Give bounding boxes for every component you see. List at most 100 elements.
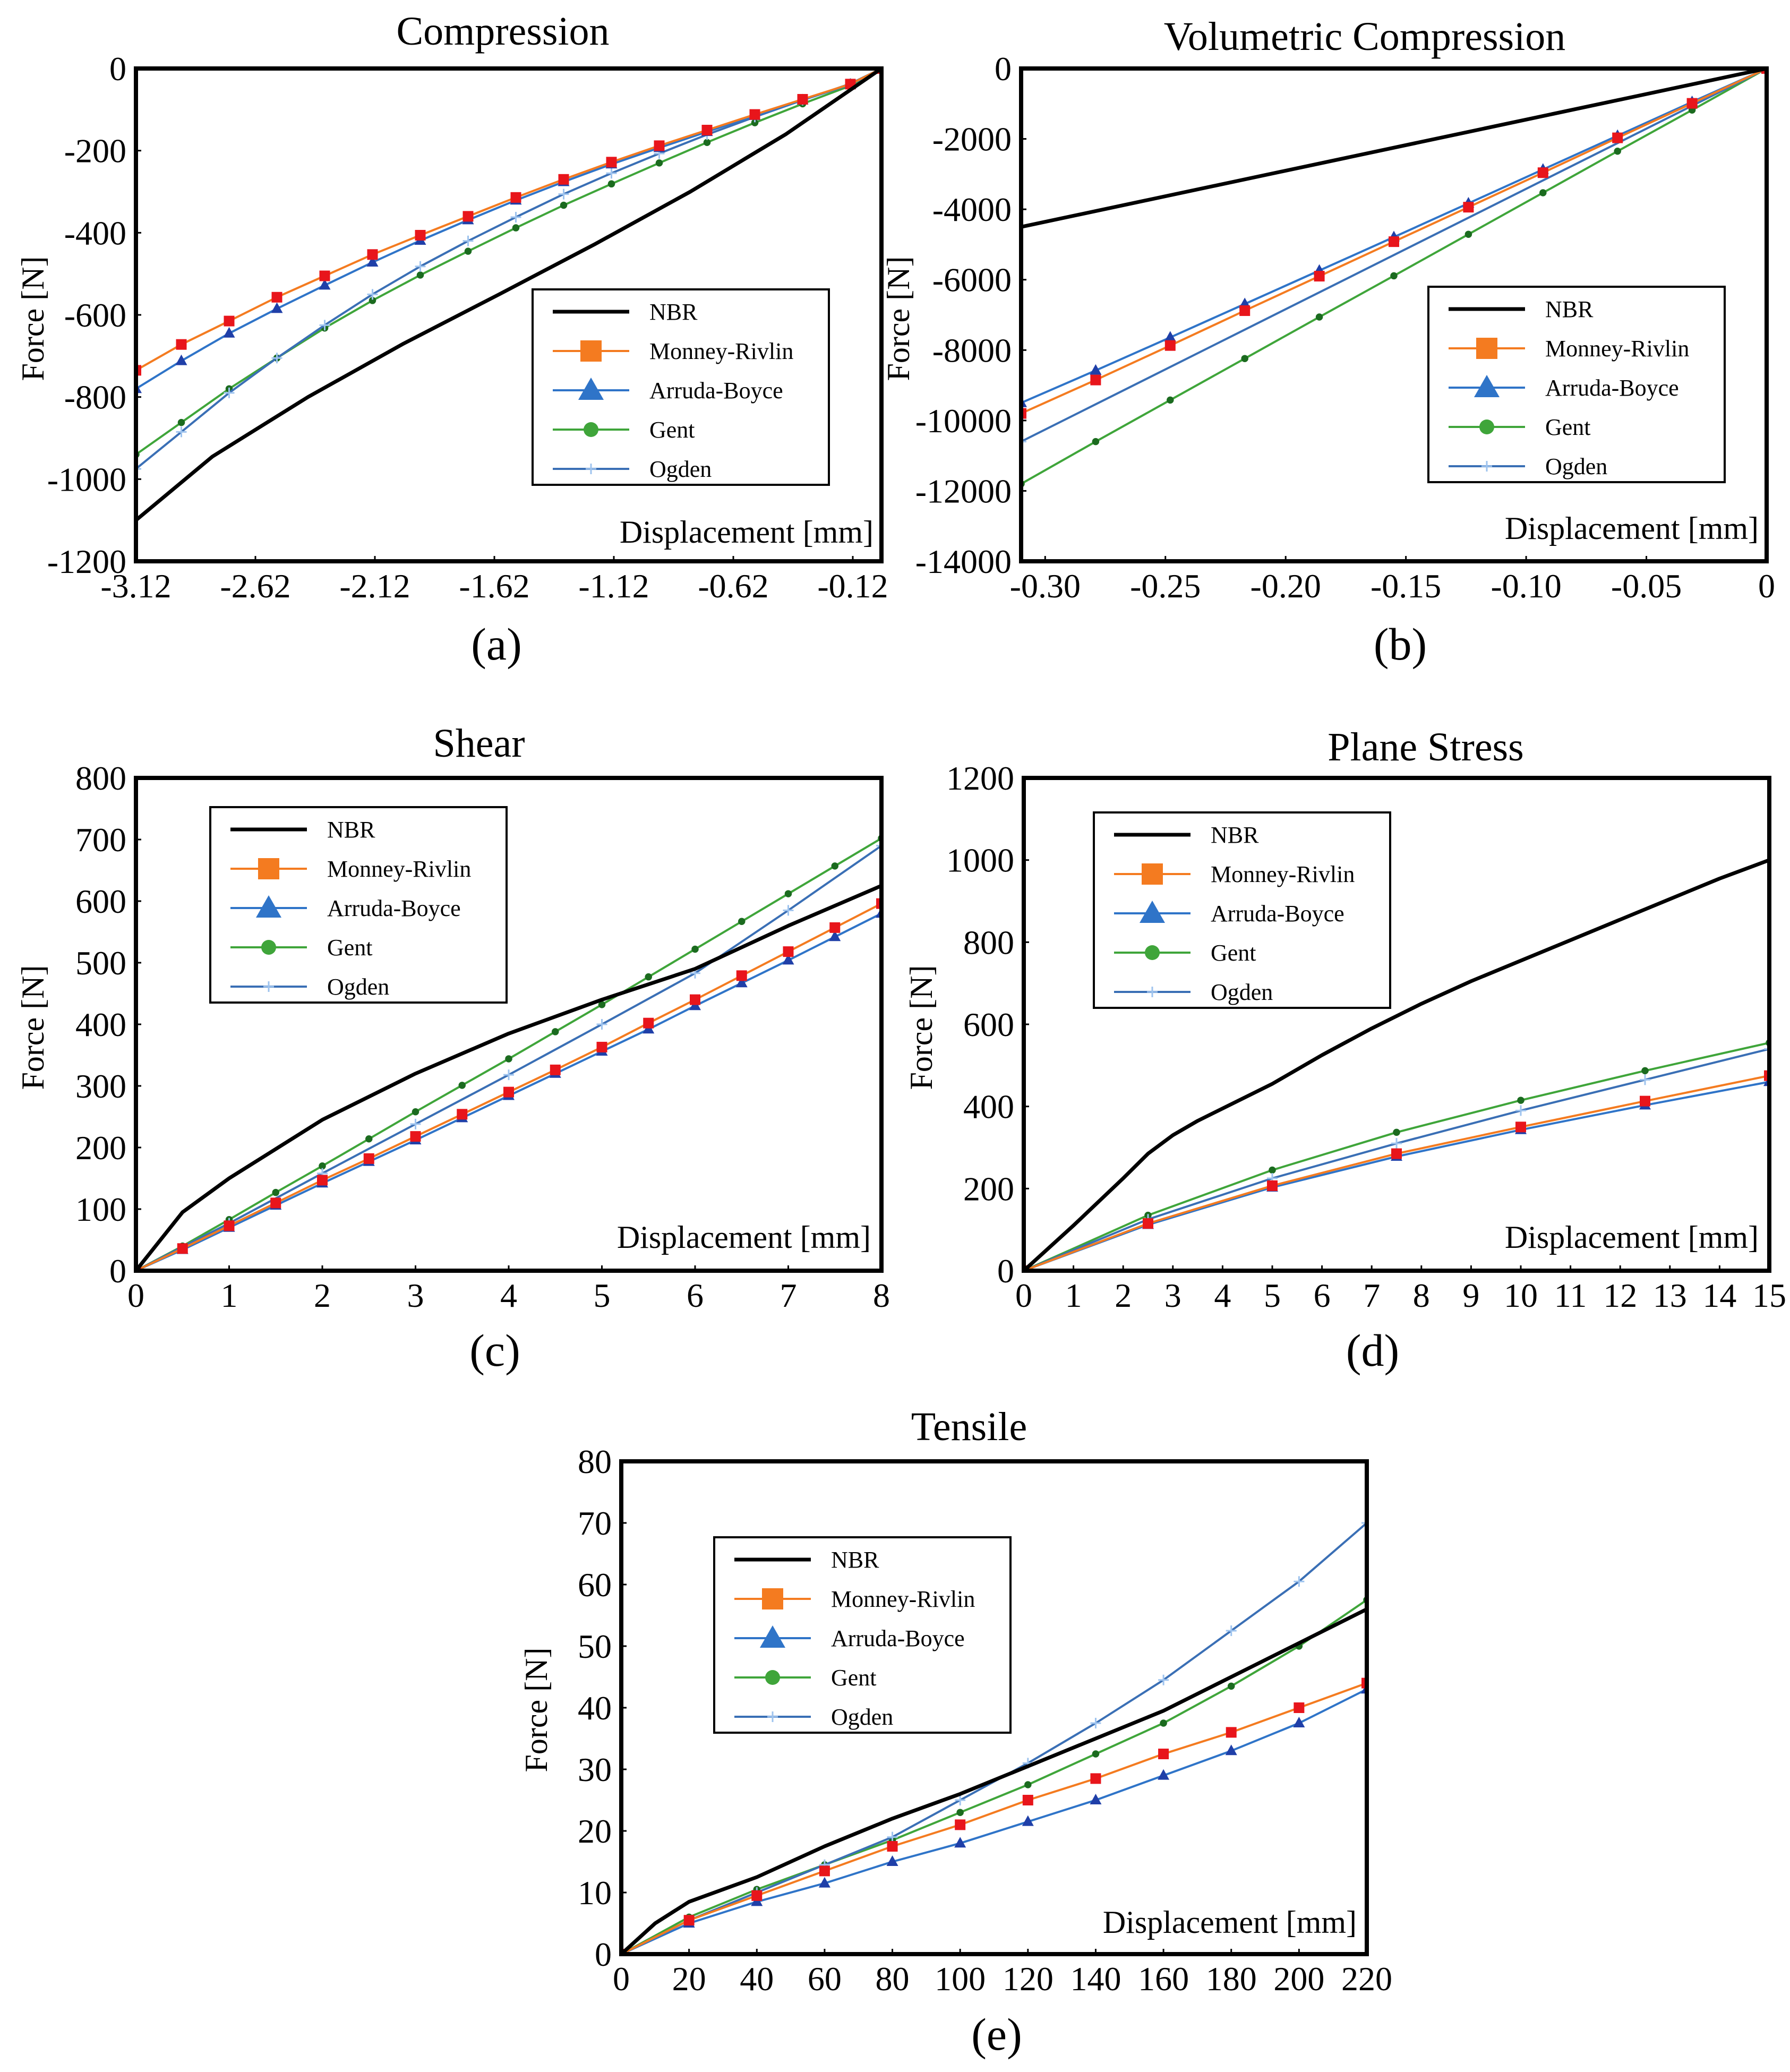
x-tick-label: 10 <box>1504 1277 1538 1314</box>
data-point-gent-6 <box>416 271 424 279</box>
x-tick-label: 220 <box>1341 1960 1392 1998</box>
data-point-monney-rivlin-16 <box>876 898 881 909</box>
x-tick-label: 12 <box>1603 1277 1637 1314</box>
data-point-gent-8 <box>505 1055 512 1063</box>
data-point-arruda-boyce-5 <box>954 1837 966 1848</box>
x-tick-label: 7 <box>780 1277 797 1314</box>
data-point-gent-5 <box>369 297 376 304</box>
panel-label: (b) <box>1374 619 1427 670</box>
plot-frame <box>1019 66 1769 563</box>
data-point-arruda-boyce-3 <box>818 1877 830 1888</box>
data-point-monney-rivlin-8 <box>1612 132 1623 143</box>
data-point-gent-8 <box>1614 148 1621 155</box>
y-tick-label: 0 <box>109 50 126 88</box>
data-point-monney-rivlin-15 <box>829 922 841 933</box>
y-tick-label: 100 <box>75 1191 126 1228</box>
legend-label-nbr: NBR <box>831 1547 879 1573</box>
data-point-monney-rivlin-0 <box>1021 408 1026 419</box>
legend-marker-ogden <box>263 981 274 992</box>
data-point-gent-8 <box>1160 1719 1167 1727</box>
y-tick-label: -800 <box>64 379 126 416</box>
y-tick-label: -200 <box>64 132 126 170</box>
data-point-monney-rivlin-11 <box>643 1017 654 1029</box>
series-markers-monney-rivlin <box>1024 1070 1769 1271</box>
data-point-monney-rivlin-6 <box>1463 202 1474 213</box>
y-tick-label: -1000 <box>47 460 126 498</box>
x-tick-label: 9 <box>1462 1277 1479 1314</box>
x-tick-label: 8 <box>1413 1277 1430 1314</box>
x-tick-label: 13 <box>1653 1277 1687 1314</box>
data-point-gent-4 <box>319 1162 326 1170</box>
legend-marker-arruda-boyce <box>1140 901 1165 923</box>
series-group <box>621 1518 1367 1954</box>
y-tick-label: 20 <box>578 1812 612 1850</box>
data-point-monney-rivlin-3 <box>1391 1148 1402 1159</box>
data-point-monney-rivlin-8 <box>503 1086 514 1098</box>
data-point-monney-rivlin-14 <box>797 94 808 105</box>
data-point-monney-rivlin-7 <box>457 1109 468 1120</box>
data-point-monney-rivlin-8 <box>510 192 521 203</box>
data-point-ogden-5 <box>367 289 378 300</box>
y-tick-label: -14000 <box>915 543 1012 580</box>
x-tick-label: 3 <box>1164 1277 1181 1314</box>
data-point-arruda-boyce-2 <box>223 327 235 338</box>
data-point-gent-13 <box>751 119 759 126</box>
data-point-monney-rivlin-7 <box>1537 167 1548 178</box>
series-line-nbr <box>136 884 881 1271</box>
x-tick-label: -0.12 <box>817 567 888 605</box>
data-point-ogden-8 <box>510 211 521 222</box>
data-point-monney-rivlin-10 <box>1294 1702 1305 1713</box>
x-tick-label: 0 <box>1015 1277 1032 1314</box>
legend-marker-gent <box>584 422 598 437</box>
axis-ticks: 0 20 40 60 80 100 120 140 160 180 200 220 0 10 20 30 40 5… <box>578 1443 1392 1998</box>
y-tick-label: 10 <box>578 1874 612 1912</box>
legend-marker-monney-rivlin <box>1476 338 1497 359</box>
data-point-arruda-boyce-8 <box>1158 1769 1170 1780</box>
x-tick-label: 1 <box>221 1277 238 1314</box>
x-tick-label: 200 <box>1273 1960 1324 1998</box>
x-tick-label: 14 <box>1702 1277 1736 1314</box>
x-tick-label: -2.12 <box>339 567 410 605</box>
x-tick-label: -1.62 <box>459 567 529 605</box>
plot-frame <box>1022 776 1771 1273</box>
data-point-monney-rivlin-5 <box>367 249 378 260</box>
legend-marker-ogden <box>1481 461 1492 472</box>
data-point-monney-rivlin-2 <box>224 1220 235 1231</box>
data-point-gent-13 <box>738 918 746 926</box>
legend-label-arruda-boyce: Arruda-Boyce <box>831 1625 965 1651</box>
x-tick-label: -3.12 <box>100 567 171 605</box>
data-point-gent-4 <box>1315 313 1323 321</box>
data-point-arruda-boyce-13 <box>735 977 748 988</box>
data-point-monney-rivlin-0 <box>136 365 141 376</box>
data-point-monney-rivlin-2 <box>224 315 235 327</box>
y-tick-label: -12000 <box>915 472 1012 510</box>
x-tick-label: -0.25 <box>1130 567 1201 605</box>
x-tick-label: 0 <box>127 1277 144 1314</box>
data-point-gent-7 <box>1092 1750 1100 1758</box>
series-markers-monney-rivlin <box>136 898 881 1271</box>
data-point-ogden-4 <box>887 1831 898 1843</box>
y-tick-label: 80 <box>578 1443 612 1480</box>
data-point-monney-rivlin-6 <box>415 229 426 241</box>
legend-marker-gent <box>261 940 276 955</box>
legend-marker-arruda-boyce <box>1474 375 1500 397</box>
axis-ticks: 0 1 2 3 4 5 6 7 8 0 100 200 300 400 500 600 700 800 <box>75 759 890 1314</box>
legend-label-gent: Gent <box>649 417 695 443</box>
x-tick-label: 60 <box>808 1960 842 1998</box>
y-axis-label: Force [N] <box>15 256 50 381</box>
y-tick-label: 400 <box>963 1088 1014 1126</box>
data-point-gent-3 <box>272 1188 279 1196</box>
y-tick-label: 200 <box>75 1129 126 1167</box>
data-point-monney-rivlin-1 <box>176 339 187 350</box>
y-tick-label: 0 <box>995 50 1012 88</box>
legend: NBR Monney-Rivlin Arruda-Boyce Gent Ogden <box>209 806 508 1004</box>
legend-label-monney-rivlin: Monney-Rivlin <box>649 338 793 364</box>
data-point-ogden-3 <box>1391 1138 1402 1149</box>
data-point-gent-6 <box>1024 1781 1032 1788</box>
data-point-gent-9 <box>560 201 568 209</box>
data-point-monney-rivlin-11 <box>654 140 665 151</box>
data-point-monney-rivlin-13 <box>736 970 747 981</box>
panel-title: Volumetric Compression <box>1164 14 1565 59</box>
x-tick-label: 80 <box>876 1960 910 1998</box>
x-tick-label: 20 <box>672 1960 706 1998</box>
